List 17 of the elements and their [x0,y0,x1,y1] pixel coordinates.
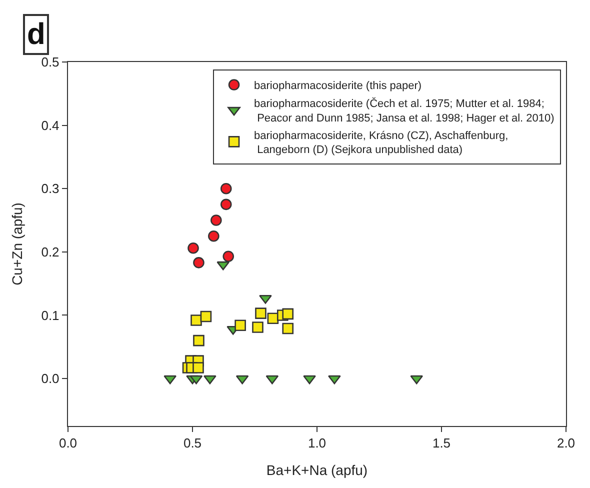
y-tick-label: 0.1 [41,308,60,323]
x-axis-title: Ba+K+Na (apfu) [266,462,368,478]
y-tick-label: 0.4 [41,118,60,133]
chart-title: d [27,18,46,51]
y-tick-label: 0.5 [41,54,60,70]
y-tick-label: 0.2 [41,244,60,260]
x-tick-label: 0.0 [58,436,78,451]
x-tick-label: 1.5 [432,436,451,451]
legend-label: bariopharmacosiderite, Krásno (CZ), Aschaffenburg, Langeborn (D) (Sejkora unpublished data) [254,130,508,156]
x-tick-label: 1.0 [308,436,326,451]
legend-label: bariopharmacosiderite (Čech et al. 1975; Mutter et al. 1984; Peacor and Dunn 1985; Jansa et al. 1998; Hager et al. 2010) [254,97,554,125]
x-tick-label: 0.5 [183,436,202,451]
y-tick-label: 0.0 [41,371,60,386]
legend-label: bariopharmacosiderite (this paper) [254,80,422,92]
y-tick-label: 0.3 [41,181,60,196]
x-tick-label: 2.0 [556,436,576,451]
y-axis-title: Cu+Zn (apfu) [8,202,25,286]
